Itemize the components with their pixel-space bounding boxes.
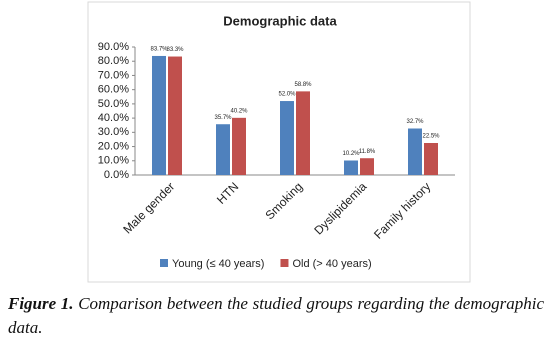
y-tick-label: 60.0%: [98, 84, 129, 96]
data-label: 35.7%: [214, 115, 232, 121]
bar: [344, 160, 358, 175]
legend-swatch: [160, 259, 168, 267]
y-tick-label: 70.0%: [98, 69, 129, 81]
data-label: 83.3%: [166, 47, 184, 53]
bar: [296, 91, 310, 175]
chart-frame: [87, 1, 471, 283]
data-label: 52.0%: [278, 92, 296, 98]
legend-label: Old (> 40 years): [292, 258, 371, 270]
caption-label: Figure 1.: [8, 294, 74, 313]
y-tick-label: 30.0%: [98, 126, 129, 138]
chart: Demographic data 0.0% 10.0% 20.0% 30.0% 40.0…: [87, 1, 471, 283]
y-tick-label: 80.0%: [98, 55, 129, 67]
data-label: 22.5%: [422, 134, 440, 140]
legend-swatch: [280, 259, 289, 267]
data-label: 32.7%: [406, 119, 424, 125]
bar: [232, 117, 246, 175]
data-label: 40.2%: [230, 108, 248, 114]
y-tick-label: 90.0%: [98, 41, 129, 53]
caption: Figure 1. Comparison between the studied…: [8, 292, 544, 340]
data-label: 11.8%: [359, 149, 376, 155]
bar: [424, 143, 438, 175]
bar: [216, 124, 230, 175]
y-tick-label: 20.0%: [98, 140, 129, 152]
bar: [408, 128, 422, 175]
caption-text: Comparison between the studied groups re…: [8, 294, 544, 337]
y-tick-label: 40.0%: [98, 112, 129, 124]
bar: [152, 55, 166, 175]
data-label: 83.7%: [150, 47, 168, 53]
bar: [168, 56, 182, 176]
legend-label: Young (≤ 40 years): [172, 258, 264, 270]
data-label: 58.8%: [294, 82, 312, 88]
y-tick-label: 10.0%: [98, 155, 129, 167]
bar: [360, 158, 374, 175]
y-tick-label: 0.0%: [104, 169, 129, 181]
bar: [280, 101, 294, 175]
chart-title: Demographic data: [223, 13, 337, 28]
y-tick-label: 50.0%: [98, 98, 129, 110]
data-label: 10.2%: [342, 151, 360, 157]
